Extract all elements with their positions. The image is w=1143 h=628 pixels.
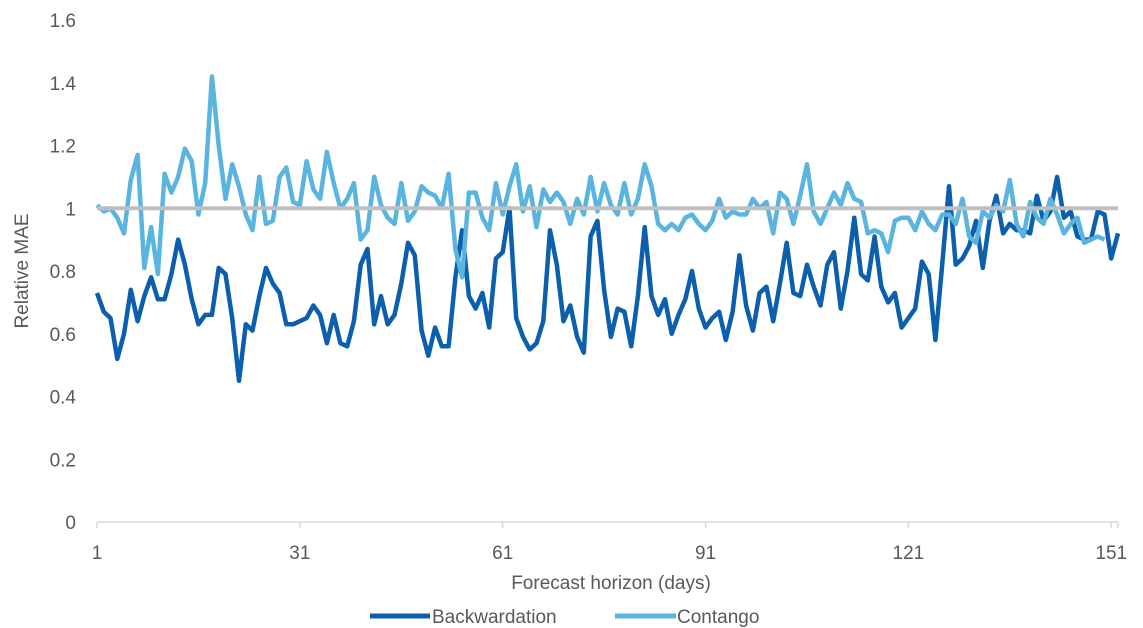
- series-layer: [94, 74, 1121, 384]
- legend-label-contango: Contango: [677, 607, 759, 628]
- y-tick-label: 0.8: [50, 262, 76, 283]
- series-line-contango: [95, 74, 1106, 280]
- y-axis-ticks: 0 0.2 0.4 0.6 0.8 1 1.2 1.4 1.6: [50, 11, 77, 534]
- y-tick-label: 0: [65, 513, 76, 534]
- y-tick-label: 1.2: [50, 137, 76, 158]
- x-tick-label: 121: [893, 543, 925, 564]
- y-tick-label: 1.4: [50, 74, 77, 95]
- legend-label-backwardation: Backwardation: [432, 607, 557, 628]
- x-axis-title: Forecast horizon (days): [511, 573, 711, 594]
- x-tick-label: 91: [695, 543, 716, 564]
- y-axis-title: Relative MAE: [12, 213, 33, 328]
- x-tick-label: 31: [289, 543, 310, 564]
- x-tick-label: 151: [1095, 543, 1127, 564]
- y-tick-label: 1.6: [50, 11, 76, 32]
- series-line-backwardation: [94, 174, 1121, 384]
- x-tick-label: 1: [92, 543, 103, 564]
- y-tick-label: 0.2: [50, 450, 76, 471]
- y-tick-label: 1: [65, 199, 76, 220]
- y-tick-label: 0.6: [50, 325, 76, 346]
- x-axis-ticks: 1 31 61 91 121 151: [92, 522, 1127, 564]
- legend: Backwardation Contango: [370, 607, 759, 628]
- x-tick-label: 61: [492, 543, 513, 564]
- y-tick-label: 0.4: [50, 388, 77, 409]
